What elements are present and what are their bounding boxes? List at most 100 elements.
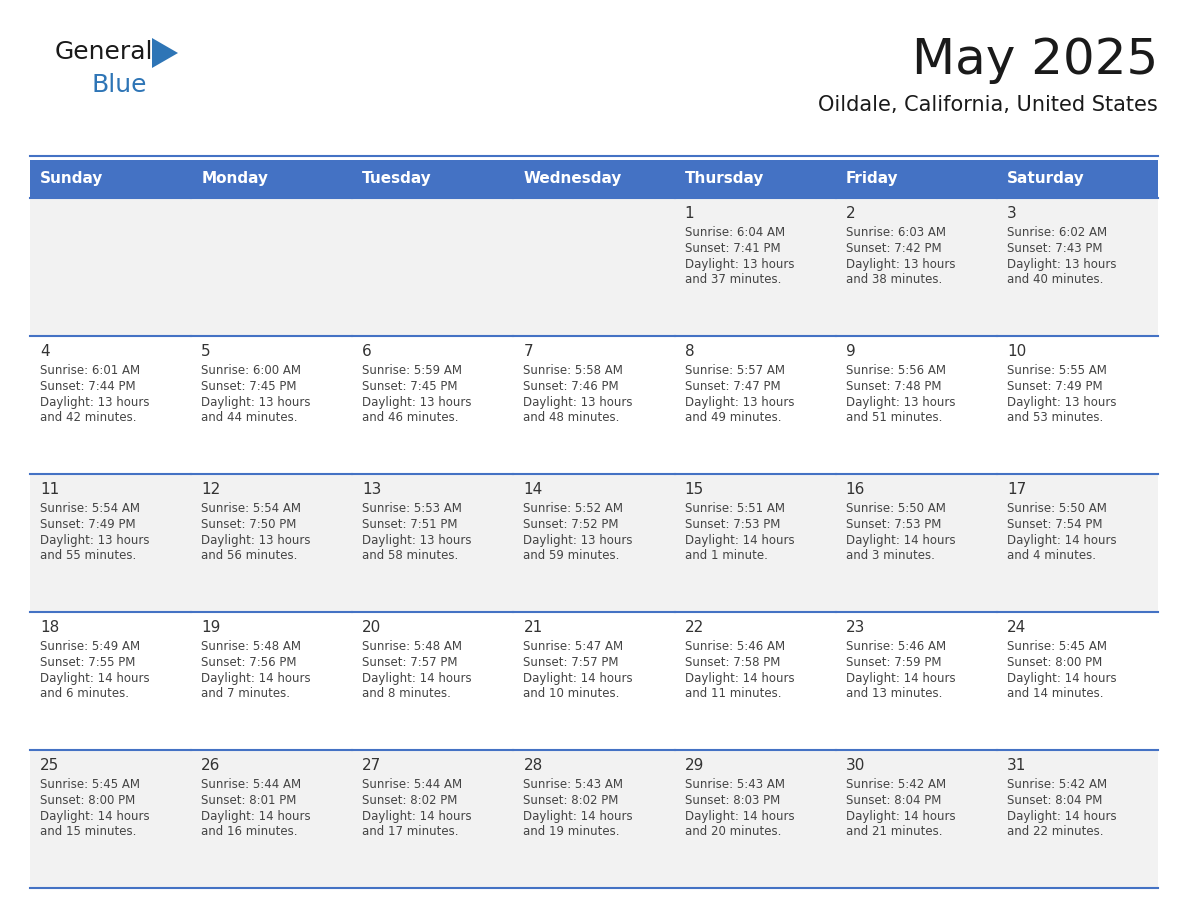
Text: Daylight: 13 hours: Daylight: 13 hours	[201, 534, 310, 547]
Bar	[353, 160, 513, 198]
Text: Daylight: 13 hours: Daylight: 13 hours	[40, 534, 150, 547]
Text: Sunrise: 5:43 AM: Sunrise: 5:43 AM	[524, 778, 624, 791]
Text: Daylight: 14 hours: Daylight: 14 hours	[684, 810, 795, 823]
Text: Tuesday: Tuesday	[362, 172, 432, 186]
Text: and 20 minutes.: and 20 minutes.	[684, 825, 781, 838]
Bar	[513, 198, 675, 336]
Text: Sunset: 7:45 PM: Sunset: 7:45 PM	[362, 380, 457, 393]
Text: Sunrise: 6:01 AM: Sunrise: 6:01 AM	[40, 364, 140, 377]
Text: Daylight: 14 hours: Daylight: 14 hours	[846, 672, 955, 685]
Text: Daylight: 13 hours: Daylight: 13 hours	[846, 396, 955, 409]
Text: 14: 14	[524, 482, 543, 497]
Text: 23: 23	[846, 620, 865, 635]
Text: 11: 11	[40, 482, 59, 497]
Bar	[675, 198, 835, 336]
Text: and 42 minutes.: and 42 minutes.	[40, 411, 137, 424]
Text: Sunday: Sunday	[40, 172, 103, 186]
Text: Sunset: 7:49 PM: Sunset: 7:49 PM	[40, 518, 135, 531]
Text: 1: 1	[684, 206, 694, 221]
Text: Monday: Monday	[201, 172, 268, 186]
Text: Sunset: 8:02 PM: Sunset: 8:02 PM	[362, 794, 457, 807]
Text: Sunset: 7:49 PM: Sunset: 7:49 PM	[1007, 380, 1102, 393]
Text: Sunrise: 5:51 AM: Sunrise: 5:51 AM	[684, 502, 784, 515]
Text: Sunset: 7:46 PM: Sunset: 7:46 PM	[524, 380, 619, 393]
Text: and 19 minutes.: and 19 minutes.	[524, 825, 620, 838]
Text: Sunset: 7:45 PM: Sunset: 7:45 PM	[201, 380, 297, 393]
Text: Sunrise: 5:48 AM: Sunrise: 5:48 AM	[362, 640, 462, 653]
Text: Sunrise: 5:44 AM: Sunrise: 5:44 AM	[362, 778, 462, 791]
Text: Sunrise: 6:00 AM: Sunrise: 6:00 AM	[201, 364, 301, 377]
Text: Daylight: 13 hours: Daylight: 13 hours	[362, 534, 472, 547]
Bar	[30, 750, 191, 888]
Text: Sunset: 8:00 PM: Sunset: 8:00 PM	[40, 794, 135, 807]
Text: Daylight: 14 hours: Daylight: 14 hours	[1007, 672, 1117, 685]
Text: Sunset: 7:41 PM: Sunset: 7:41 PM	[684, 242, 781, 255]
Bar	[191, 336, 353, 474]
Text: Sunrise: 6:02 AM: Sunrise: 6:02 AM	[1007, 226, 1107, 239]
Bar	[675, 336, 835, 474]
Text: 9: 9	[846, 344, 855, 359]
Text: Daylight: 13 hours: Daylight: 13 hours	[1007, 396, 1117, 409]
Bar	[191, 160, 353, 198]
Bar	[997, 336, 1158, 474]
Bar	[513, 750, 675, 888]
Text: and 7 minutes.: and 7 minutes.	[201, 687, 290, 700]
Text: Daylight: 14 hours: Daylight: 14 hours	[524, 810, 633, 823]
Text: and 44 minutes.: and 44 minutes.	[201, 411, 298, 424]
Text: and 1 minute.: and 1 minute.	[684, 549, 767, 562]
Bar	[353, 336, 513, 474]
Text: Daylight: 13 hours: Daylight: 13 hours	[362, 396, 472, 409]
Text: and 10 minutes.: and 10 minutes.	[524, 687, 620, 700]
Polygon shape	[152, 38, 178, 68]
Bar	[513, 474, 675, 612]
Bar	[835, 750, 997, 888]
Bar	[353, 612, 513, 750]
Bar	[30, 336, 191, 474]
Text: Sunrise: 5:45 AM: Sunrise: 5:45 AM	[40, 778, 140, 791]
Text: Sunset: 7:50 PM: Sunset: 7:50 PM	[201, 518, 297, 531]
Text: 10: 10	[1007, 344, 1026, 359]
Text: Sunrise: 5:56 AM: Sunrise: 5:56 AM	[846, 364, 946, 377]
Text: Daylight: 14 hours: Daylight: 14 hours	[684, 534, 795, 547]
Text: and 22 minutes.: and 22 minutes.	[1007, 825, 1104, 838]
Text: Sunset: 7:55 PM: Sunset: 7:55 PM	[40, 656, 135, 669]
Text: and 6 minutes.: and 6 minutes.	[40, 687, 129, 700]
Text: Daylight: 14 hours: Daylight: 14 hours	[201, 672, 311, 685]
Text: Sunrise: 5:52 AM: Sunrise: 5:52 AM	[524, 502, 624, 515]
Bar	[675, 750, 835, 888]
Text: Sunset: 7:42 PM: Sunset: 7:42 PM	[846, 242, 941, 255]
Text: and 49 minutes.: and 49 minutes.	[684, 411, 781, 424]
Bar	[30, 612, 191, 750]
Text: and 59 minutes.: and 59 minutes.	[524, 549, 620, 562]
Bar	[353, 750, 513, 888]
Text: and 16 minutes.: and 16 minutes.	[201, 825, 298, 838]
Text: Sunset: 7:47 PM: Sunset: 7:47 PM	[684, 380, 781, 393]
Bar	[675, 474, 835, 612]
Bar	[675, 160, 835, 198]
Bar	[353, 474, 513, 612]
Text: Sunset: 7:59 PM: Sunset: 7:59 PM	[846, 656, 941, 669]
Text: 16: 16	[846, 482, 865, 497]
Bar	[513, 612, 675, 750]
Text: General: General	[55, 40, 153, 64]
Text: 18: 18	[40, 620, 59, 635]
Bar	[191, 474, 353, 612]
Text: and 11 minutes.: and 11 minutes.	[684, 687, 781, 700]
Text: Daylight: 13 hours: Daylight: 13 hours	[40, 396, 150, 409]
Text: Sunset: 8:03 PM: Sunset: 8:03 PM	[684, 794, 779, 807]
Text: Daylight: 14 hours: Daylight: 14 hours	[362, 672, 472, 685]
Text: Wednesday: Wednesday	[524, 172, 621, 186]
Text: Sunrise: 5:57 AM: Sunrise: 5:57 AM	[684, 364, 784, 377]
Text: Oildale, California, United States: Oildale, California, United States	[819, 95, 1158, 115]
Text: Sunset: 8:01 PM: Sunset: 8:01 PM	[201, 794, 297, 807]
Text: Daylight: 14 hours: Daylight: 14 hours	[201, 810, 311, 823]
Text: Daylight: 14 hours: Daylight: 14 hours	[40, 672, 150, 685]
Text: Sunrise: 5:45 AM: Sunrise: 5:45 AM	[1007, 640, 1107, 653]
Text: 13: 13	[362, 482, 381, 497]
Text: 4: 4	[40, 344, 50, 359]
Text: Sunrise: 5:49 AM: Sunrise: 5:49 AM	[40, 640, 140, 653]
Text: Sunrise: 5:46 AM: Sunrise: 5:46 AM	[846, 640, 946, 653]
Text: Daylight: 14 hours: Daylight: 14 hours	[846, 534, 955, 547]
Text: Sunset: 7:44 PM: Sunset: 7:44 PM	[40, 380, 135, 393]
Text: and 51 minutes.: and 51 minutes.	[846, 411, 942, 424]
